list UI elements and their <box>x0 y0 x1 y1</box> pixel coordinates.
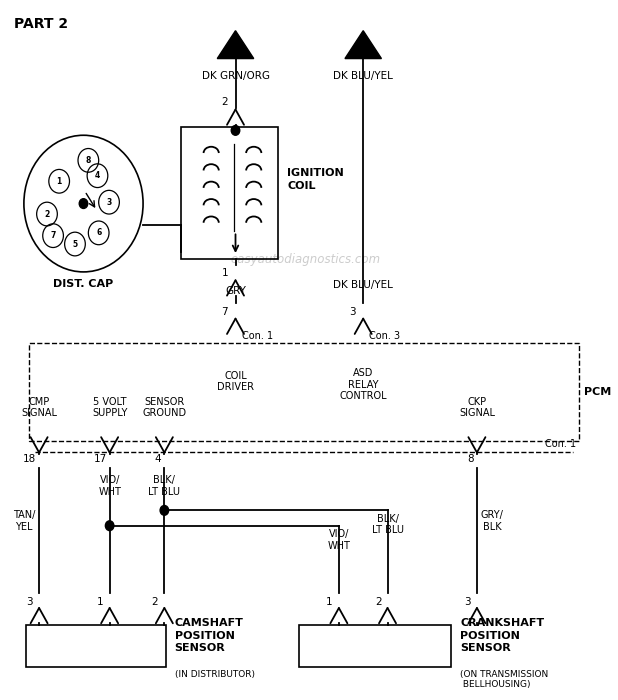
Text: PCM: PCM <box>584 387 611 397</box>
Text: GRY: GRY <box>225 286 246 296</box>
Text: GRY/
BLK: GRY/ BLK <box>481 510 504 532</box>
Text: 3: 3 <box>349 307 356 316</box>
Text: PART 2: PART 2 <box>14 17 68 31</box>
Text: easyautodiagnostics.com: easyautodiagnostics.com <box>231 253 381 266</box>
Bar <box>29 343 579 440</box>
Text: 1: 1 <box>56 177 62 186</box>
Text: SENSOR
GROUND: SENSOR GROUND <box>142 397 187 419</box>
Text: 3: 3 <box>27 596 33 607</box>
Text: CMP
SIGNAL: CMP SIGNAL <box>21 397 57 419</box>
Text: 2: 2 <box>44 209 49 218</box>
Text: TAN/
YEL: TAN/ YEL <box>13 510 35 532</box>
Text: 5: 5 <box>72 239 77 248</box>
Text: VIO/
WHT: VIO/ WHT <box>328 529 350 551</box>
Text: ASD
RELAY
CONTROL: ASD RELAY CONTROL <box>339 368 387 402</box>
Text: 8: 8 <box>86 156 91 165</box>
Circle shape <box>160 505 169 515</box>
Text: 6: 6 <box>96 228 101 237</box>
Circle shape <box>106 521 114 531</box>
Text: 2: 2 <box>222 97 228 107</box>
Circle shape <box>231 125 240 135</box>
Text: 7: 7 <box>51 231 56 240</box>
Text: 7: 7 <box>222 307 228 316</box>
Bar <box>26 625 166 667</box>
Text: Con. 3: Con. 3 <box>370 331 400 341</box>
Bar <box>181 127 278 260</box>
Text: BLK/
LT BLU: BLK/ LT BLU <box>371 514 404 536</box>
Text: COIL
DRIVER: COIL DRIVER <box>217 370 254 392</box>
Text: (IN DISTRIBUTOR): (IN DISTRIBUTOR) <box>175 670 255 679</box>
Text: IGNITION
COIL: IGNITION COIL <box>287 167 344 191</box>
Text: CRANKSHAFT
POSITION
SENSOR: CRANKSHAFT POSITION SENSOR <box>460 619 544 653</box>
Text: 2: 2 <box>151 596 158 607</box>
Text: VIO/
WHT: VIO/ WHT <box>98 475 121 497</box>
Text: 1: 1 <box>97 596 104 607</box>
Text: CKP
SIGNAL: CKP SIGNAL <box>459 397 495 419</box>
Text: 4: 4 <box>95 172 100 180</box>
Text: 2: 2 <box>375 596 381 607</box>
Text: BLK/
LT BLU: BLK/ LT BLU <box>148 475 180 497</box>
Text: 1: 1 <box>326 596 333 607</box>
Text: CAMSHAFT
POSITION
SENSOR: CAMSHAFT POSITION SENSOR <box>175 619 243 653</box>
Text: 17: 17 <box>93 454 106 464</box>
Text: 18: 18 <box>23 454 36 464</box>
Text: A: A <box>231 38 240 51</box>
Text: DK BLU/YEL: DK BLU/YEL <box>333 71 393 81</box>
Text: Con. 1: Con. 1 <box>242 331 273 341</box>
Text: DK GRN/ORG: DK GRN/ORG <box>201 71 269 81</box>
Text: 8: 8 <box>467 454 474 464</box>
Text: 4: 4 <box>154 454 161 464</box>
Text: DIST. CAP: DIST. CAP <box>53 279 114 289</box>
Text: 1: 1 <box>222 268 228 278</box>
Text: (ON TRANSMISSION
 BELLHOUSING): (ON TRANSMISSION BELLHOUSING) <box>460 670 549 690</box>
Text: 3: 3 <box>464 596 471 607</box>
Polygon shape <box>345 31 381 59</box>
Text: 5 VOLT
SUPPLY: 5 VOLT SUPPLY <box>92 397 127 419</box>
Bar <box>299 625 451 667</box>
Text: 3: 3 <box>106 197 112 206</box>
Circle shape <box>79 199 88 209</box>
Text: B: B <box>358 38 368 51</box>
Text: Con. 1: Con. 1 <box>545 439 576 449</box>
Polygon shape <box>218 31 254 59</box>
Text: DK BLU/YEL: DK BLU/YEL <box>333 280 393 290</box>
